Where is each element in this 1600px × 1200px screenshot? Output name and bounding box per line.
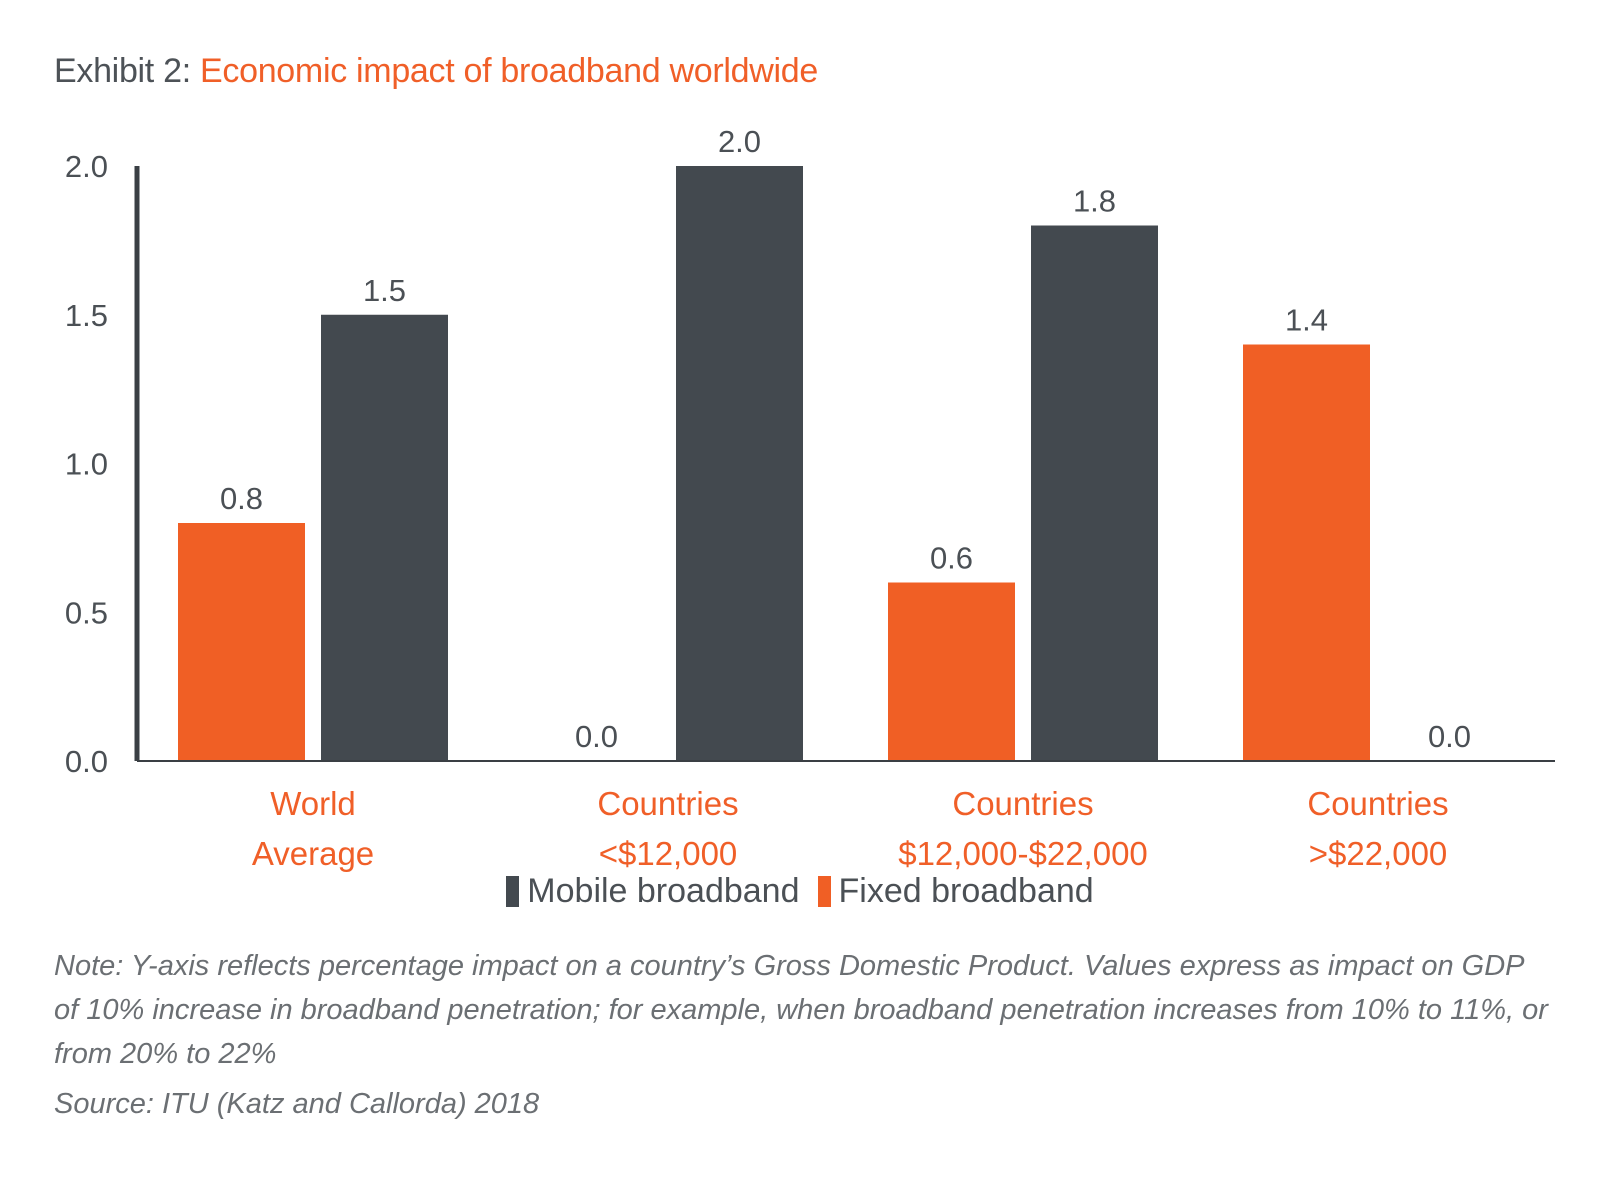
data-label: 1.5 — [363, 273, 406, 308]
data-label: 0.6 — [930, 541, 973, 576]
y-tick-label: 0.5 — [65, 595, 108, 630]
legend-label-mobile: Mobile broadband — [527, 872, 800, 910]
chart-legend: Mobile broadband Fixed broadband — [0, 872, 1600, 911]
labels-layer: 0.0 0.5 1.0 1.5 2.0 0.8 1.5 World Average 0.0 2.0 C… — [65, 124, 1471, 872]
data-label: 1.8 — [1073, 184, 1116, 219]
data-label: 0.8 — [220, 481, 263, 516]
chart-title: Exhibit 2: Economic impact of broadband … — [54, 52, 818, 91]
x-category-label: World — [270, 785, 356, 822]
x-category-label: Countries — [952, 785, 1093, 822]
legend-item-mobile: Mobile broadband — [506, 872, 800, 911]
bar-mobile — [676, 166, 803, 761]
bar-mobile — [321, 314, 448, 761]
x-category-label: Countries — [1307, 785, 1448, 822]
data-label: 2.0 — [718, 124, 761, 159]
x-category-label: Average — [252, 835, 374, 872]
bar-chart: 0.0 0.5 1.0 1.5 2.0 0.8 1.5 World Average 0.0 2.0 C… — [65, 124, 1555, 872]
legend-label-fixed: Fixed broadband — [838, 872, 1094, 910]
y-tick-label: 0.0 — [65, 744, 108, 779]
x-category-label: >$22,000 — [1309, 835, 1448, 872]
bar-fixed — [888, 582, 1015, 761]
legend-item-fixed: Fixed broadband — [817, 872, 1094, 911]
data-label: 0.0 — [575, 719, 618, 754]
y-tick-label: 1.5 — [65, 298, 108, 333]
legend-swatch-mobile — [506, 876, 520, 907]
chart-title-prefix: Exhibit 2: — [54, 52, 191, 90]
data-label: 0.0 — [1428, 719, 1471, 754]
chart-title-main: Economic impact of broadband worldwide — [200, 52, 818, 90]
chart-note: Note: Y-axis reflects percentage impact … — [54, 950, 1548, 1070]
data-label: 1.4 — [1285, 303, 1328, 338]
chart-source: Source: ITU (Katz and Callorda) 2018 — [54, 1088, 540, 1120]
y-tick-label: 1.0 — [65, 447, 108, 482]
x-category-label: $12,000-$22,000 — [898, 835, 1148, 872]
bar-fixed — [1243, 344, 1370, 761]
bar-fixed — [178, 523, 305, 761]
x-category-label: <$12,000 — [599, 835, 738, 872]
y-tick-label: 2.0 — [65, 149, 108, 184]
bar-mobile — [1031, 225, 1158, 761]
x-category-label: Countries — [597, 785, 738, 822]
legend-swatch-fixed — [817, 876, 831, 907]
bars-layer — [134, 166, 1555, 762]
